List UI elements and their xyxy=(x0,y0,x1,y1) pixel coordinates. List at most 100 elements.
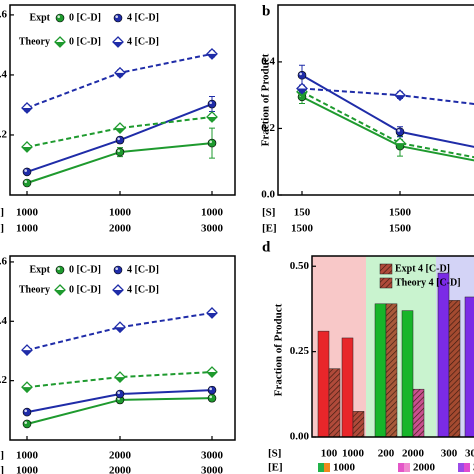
marker-highlight xyxy=(115,15,118,18)
x-tick-label: 2000 xyxy=(109,465,132,474)
marker-highlight xyxy=(117,391,120,395)
y-tick-label: 0.2 xyxy=(261,122,275,134)
bar-hatch xyxy=(386,303,397,437)
marker-highlight xyxy=(117,137,120,141)
marker-highlight xyxy=(57,15,60,18)
data-point xyxy=(395,127,405,137)
y-axis-label: Fraction of Product xyxy=(273,303,285,396)
legend-label: 4 [C-D] xyxy=(127,264,159,275)
data-point xyxy=(115,389,125,399)
marker-highlight xyxy=(209,101,212,105)
legend-group-label: Theory xyxy=(19,36,50,47)
data-point xyxy=(207,385,217,395)
y-tick-label: 0.0 xyxy=(261,189,275,201)
marker-fill xyxy=(22,146,32,152)
marker-highlight xyxy=(299,72,303,76)
bar-hatch xyxy=(329,368,340,437)
legend-label: 4 [C-D] xyxy=(127,12,159,23)
legend-label: Theory 4 [C-D] xyxy=(395,277,461,288)
series-line xyxy=(26,371,213,389)
y-tick-label: 0.2 xyxy=(0,128,8,140)
legend-marker xyxy=(55,13,65,23)
chip xyxy=(404,463,410,472)
row-label: [S] xyxy=(0,207,4,219)
marker-fill xyxy=(22,387,32,393)
bar xyxy=(401,310,414,438)
bar-hatch xyxy=(449,300,460,437)
y-tick-label: 0.6 xyxy=(0,8,8,20)
x-tick-label: 1000 xyxy=(16,207,39,219)
x-tick-label: 1000 xyxy=(109,207,132,219)
legend-hatch xyxy=(380,278,392,288)
x-tick-label: 2000 xyxy=(109,450,132,462)
plot-frame xyxy=(9,255,236,441)
marker-fill xyxy=(395,143,405,149)
x-tick-label: 100 xyxy=(321,448,338,460)
x-tick-label: 200 xyxy=(378,448,395,460)
data-point xyxy=(207,138,217,148)
legend-group-label: Expt xyxy=(29,264,50,275)
chip xyxy=(464,463,470,472)
marker-fill xyxy=(115,128,125,134)
marker-fill xyxy=(207,53,217,59)
data-point xyxy=(22,167,32,177)
data-point xyxy=(207,393,217,403)
y-tick-label: 0.00 xyxy=(290,431,310,443)
row-label: [S] xyxy=(0,450,4,462)
chip xyxy=(324,463,330,472)
panel-letter: d xyxy=(262,239,271,255)
marker-highlight xyxy=(209,140,212,144)
x-tick-label: 1000 xyxy=(201,207,224,219)
row-label: [E] xyxy=(268,462,283,474)
y-tick-label: 0.25 xyxy=(290,345,310,357)
y-tick-label: 0.6 xyxy=(0,255,8,267)
series-line xyxy=(301,90,474,159)
marker-highlight xyxy=(209,395,212,399)
legend-marker xyxy=(113,13,123,23)
data-point xyxy=(22,407,32,417)
e-label: 2000 xyxy=(413,462,436,474)
bar-hatch xyxy=(413,389,424,437)
chip xyxy=(458,463,464,472)
plot-frame xyxy=(311,255,474,438)
y-axis-label: Fraction of Product xyxy=(260,53,272,146)
x-tick-label: 1000 xyxy=(342,448,365,460)
x-tick-label: 2000 xyxy=(402,448,425,460)
legend-label: 4 [C-D] xyxy=(127,36,159,47)
plot-frame xyxy=(9,4,236,196)
x-tick-label: 300 xyxy=(441,448,458,460)
row-label: [E] xyxy=(0,223,4,235)
e-label: 1000 xyxy=(333,462,356,474)
marker-fill xyxy=(55,290,65,295)
marker-fill xyxy=(115,72,125,78)
data-point xyxy=(207,99,217,109)
y-tick-label: 0.50 xyxy=(290,260,310,272)
marker-highlight xyxy=(57,267,60,271)
x-tick-label: 1000 xyxy=(16,465,39,474)
plot-frame xyxy=(277,4,474,196)
marker-fill xyxy=(55,42,65,47)
legend-label: 4 [C-D] xyxy=(127,284,159,295)
x-tick-label: 3000 xyxy=(201,450,224,462)
row-label: [E] xyxy=(262,223,277,235)
marker-highlight xyxy=(24,180,28,183)
legend-label: 0 [C-D] xyxy=(69,12,101,23)
legend-label: 0 [C-D] xyxy=(69,36,101,47)
marker-fill xyxy=(22,350,32,356)
marker-fill xyxy=(207,116,217,122)
marker-highlight xyxy=(117,149,120,153)
y-tick-label: 0.4 xyxy=(0,315,8,327)
x-tick-label: 1000 xyxy=(16,450,39,462)
x-tick-label: 1500 xyxy=(291,223,314,235)
bar xyxy=(437,272,450,438)
row-label: [S] xyxy=(262,207,275,219)
x-tick-label: 2000 xyxy=(109,223,132,235)
marker-highlight xyxy=(24,169,28,172)
legend-marker xyxy=(113,265,123,275)
bar xyxy=(464,296,474,438)
data-point xyxy=(297,70,307,80)
marker-fill xyxy=(113,42,123,47)
panel-letter: b xyxy=(262,3,270,19)
marker-highlight xyxy=(24,409,28,413)
